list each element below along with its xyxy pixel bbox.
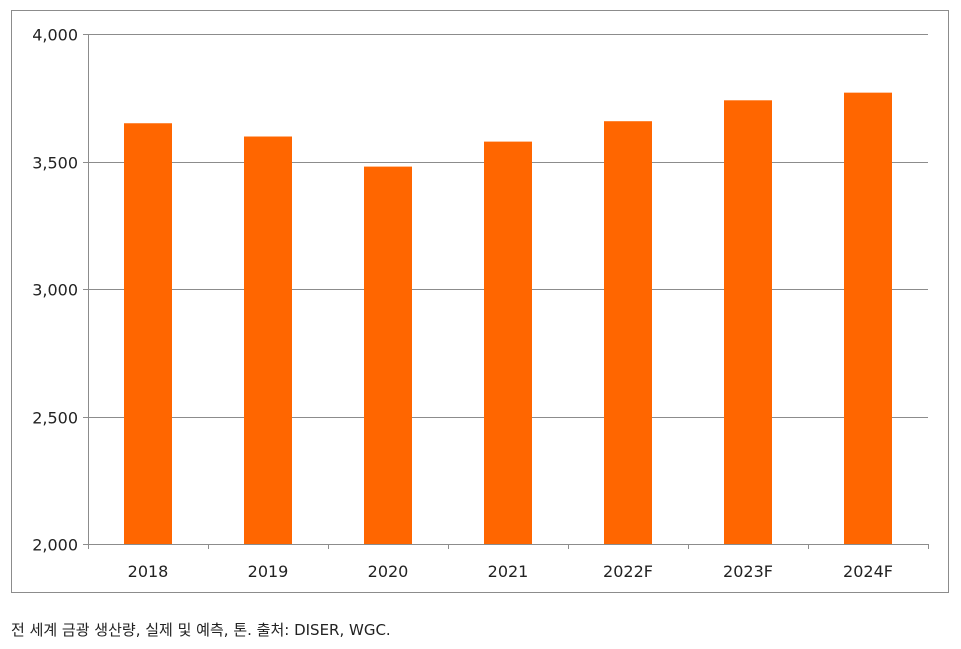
- x-tick-label: 2024F: [843, 562, 893, 581]
- bar-chart: 2,000 2,500 3,000 3,500 4,000 2018 2019 2020 202…: [32, 26, 929, 581]
- bar: [124, 123, 172, 544]
- x-tick-label: 2022F: [603, 562, 653, 581]
- bar: [484, 141, 532, 545]
- bar: [244, 136, 292, 544]
- x-tick-label: 2019: [248, 562, 289, 581]
- chart-frame: 2,000 2,500 3,000 3,500 4,000 2018 2019 2020 202…: [11, 10, 949, 593]
- chart-caption: 전 세계 금광 생산량, 실제 및 예측, 톤. 출처: DISER, WGC.: [11, 621, 391, 639]
- bar: [364, 166, 412, 544]
- x-tick-label: 2018: [128, 562, 169, 581]
- y-tick-label: 3,000: [32, 281, 78, 300]
- x-tick-label: 2021: [488, 562, 529, 581]
- bar: [724, 100, 772, 545]
- y-tick-label: 3,500: [32, 154, 78, 173]
- bar: [844, 92, 892, 545]
- x-tick-label: 2020: [368, 562, 409, 581]
- y-tick-label: 4,000: [32, 26, 78, 45]
- y-tick-label: 2,000: [32, 536, 78, 555]
- bar: [604, 121, 652, 545]
- y-tick-label: 2,500: [32, 409, 78, 428]
- x-tick-label: 2023F: [723, 562, 773, 581]
